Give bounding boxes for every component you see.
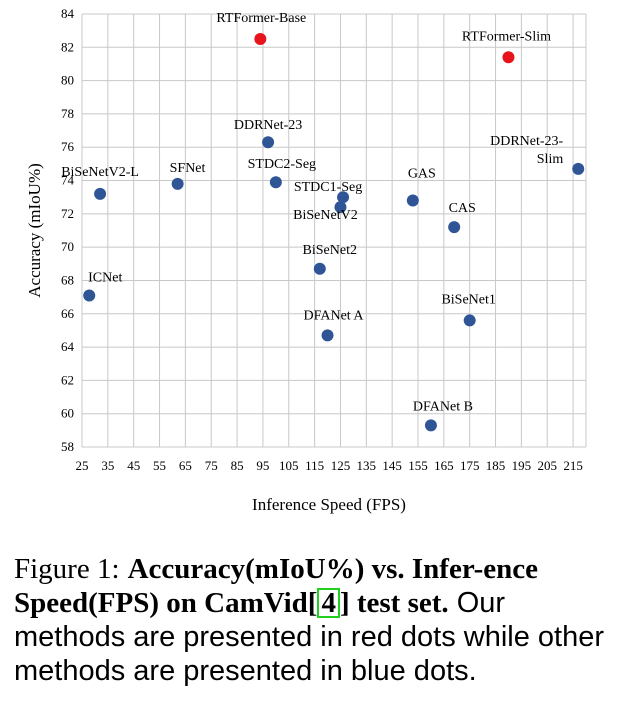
data-point-ddrnet-23: [262, 136, 275, 149]
x-tick-label: 175: [460, 458, 480, 473]
y-tick-label: 64: [61, 339, 75, 354]
y-tick-label: 84: [61, 6, 75, 21]
caption-citation-link[interactable]: 4: [317, 588, 340, 618]
data-point-bisenet2: [313, 262, 326, 275]
x-tick-label: 95: [256, 458, 269, 473]
y-tick-label: 82: [61, 39, 74, 54]
data-point-icnet: [83, 289, 96, 302]
y-tick-label: 62: [61, 372, 74, 387]
figure-caption: Figure 1: Accuracy(mIoU%) vs. Infer-ence…: [14, 552, 614, 688]
y-tick-label: 78: [61, 106, 74, 121]
x-tick-label: 25: [76, 458, 89, 473]
data-point-dfanet-a: [321, 329, 334, 342]
x-tick-label: 135: [357, 458, 377, 473]
data-point-stdc1-seg: [337, 191, 350, 204]
point-label: DFANet A: [304, 308, 365, 323]
data-point-bisenet1: [463, 314, 476, 327]
data-point-sfnet: [171, 177, 184, 190]
point-label: Slim: [537, 152, 564, 167]
x-tick-label: 105: [279, 458, 299, 473]
data-point-dfanet-b: [424, 419, 437, 432]
caption-bold-text-1: Accuracy(mIoU%) vs. Infer-ence Speed(FPS…: [14, 553, 539, 619]
data-point-rtformer-slim: [502, 51, 515, 64]
data-point-bisenetv2-l: [94, 187, 107, 200]
x-tick-label: 125: [331, 458, 351, 473]
point-label: CAS: [449, 201, 476, 216]
data-point-bisenetv2: [334, 201, 347, 214]
plot-area: [82, 14, 586, 447]
point-label: GAS: [408, 167, 436, 182]
y-tick-label: 68: [61, 272, 74, 287]
data-point-cas: [448, 221, 461, 234]
y-tick-label: 80: [61, 73, 74, 88]
x-tick-label: 185: [486, 458, 506, 473]
y-tick-label: 60: [61, 406, 74, 421]
point-label: STDC1-Seg: [294, 180, 362, 195]
y-tick-label: 70: [61, 239, 74, 254]
point-label: ICNet: [88, 270, 122, 285]
data-point-ddrnet-23-slim: [572, 162, 585, 175]
caption-figure-label: Figure 1:: [14, 553, 120, 585]
x-tick-label: 75: [205, 458, 218, 473]
data-point-rtformer-base: [254, 32, 267, 45]
x-tick-label: 45: [127, 458, 140, 473]
x-tick-label: 155: [408, 458, 428, 473]
scatter-chart: 58 60 62 64 66 68 70 72 74 76 78 80 82 84 25 35 45 55 65 75…: [25, 6, 587, 514]
y-tick-label: 72: [61, 206, 74, 221]
chart-container: 58 60 62 64 66 68 70 72 74 76 78 80 82 84 25 35 45 55 65 75…: [25, 6, 587, 514]
point-label: DDRNet-23: [234, 118, 302, 133]
caption-normal-text: Our methods are presented in red dots wh…: [14, 587, 605, 687]
point-label: RTFormer-Slim: [462, 29, 551, 44]
y-tick-label: 58: [61, 439, 74, 454]
x-tick-label: 35: [101, 458, 114, 473]
x-tick-label: 205: [537, 458, 557, 473]
point-label: SFNet: [170, 161, 206, 176]
y-tick-label: 66: [61, 306, 75, 321]
y-axis-title: Accuracy (mIoU%): [25, 163, 44, 298]
x-tick-label: 195: [512, 458, 532, 473]
point-label: BiSeNetV2-L: [61, 165, 139, 180]
x-tick-label: 215: [563, 458, 583, 473]
y-tick-label: 76: [61, 139, 75, 154]
point-label: BiSeNet2: [303, 243, 357, 258]
point-label: BiSeNetV2: [293, 208, 358, 223]
x-tick-label: 65: [179, 458, 192, 473]
point-label: STDC2-Seg: [248, 157, 316, 172]
point-label: RTFormer-Base: [216, 11, 306, 26]
x-tick-label: 55: [153, 458, 166, 473]
x-axis-title: Inference Speed (FPS): [252, 495, 406, 514]
caption-bold-text-2: ] test set.: [339, 587, 449, 619]
point-label: DDRNet-23-: [490, 134, 563, 149]
x-tick-label: 115: [305, 458, 324, 473]
point-label: DFANet B: [413, 399, 473, 414]
y-tick-label: 74: [61, 173, 75, 188]
x-tick-label: 165: [434, 458, 454, 473]
x-tick-label: 85: [231, 458, 244, 473]
data-point-gas: [406, 194, 419, 207]
data-point-stdc2-seg: [269, 176, 282, 189]
x-tick-label: 145: [382, 458, 402, 473]
point-label: BiSeNet1: [441, 292, 495, 307]
